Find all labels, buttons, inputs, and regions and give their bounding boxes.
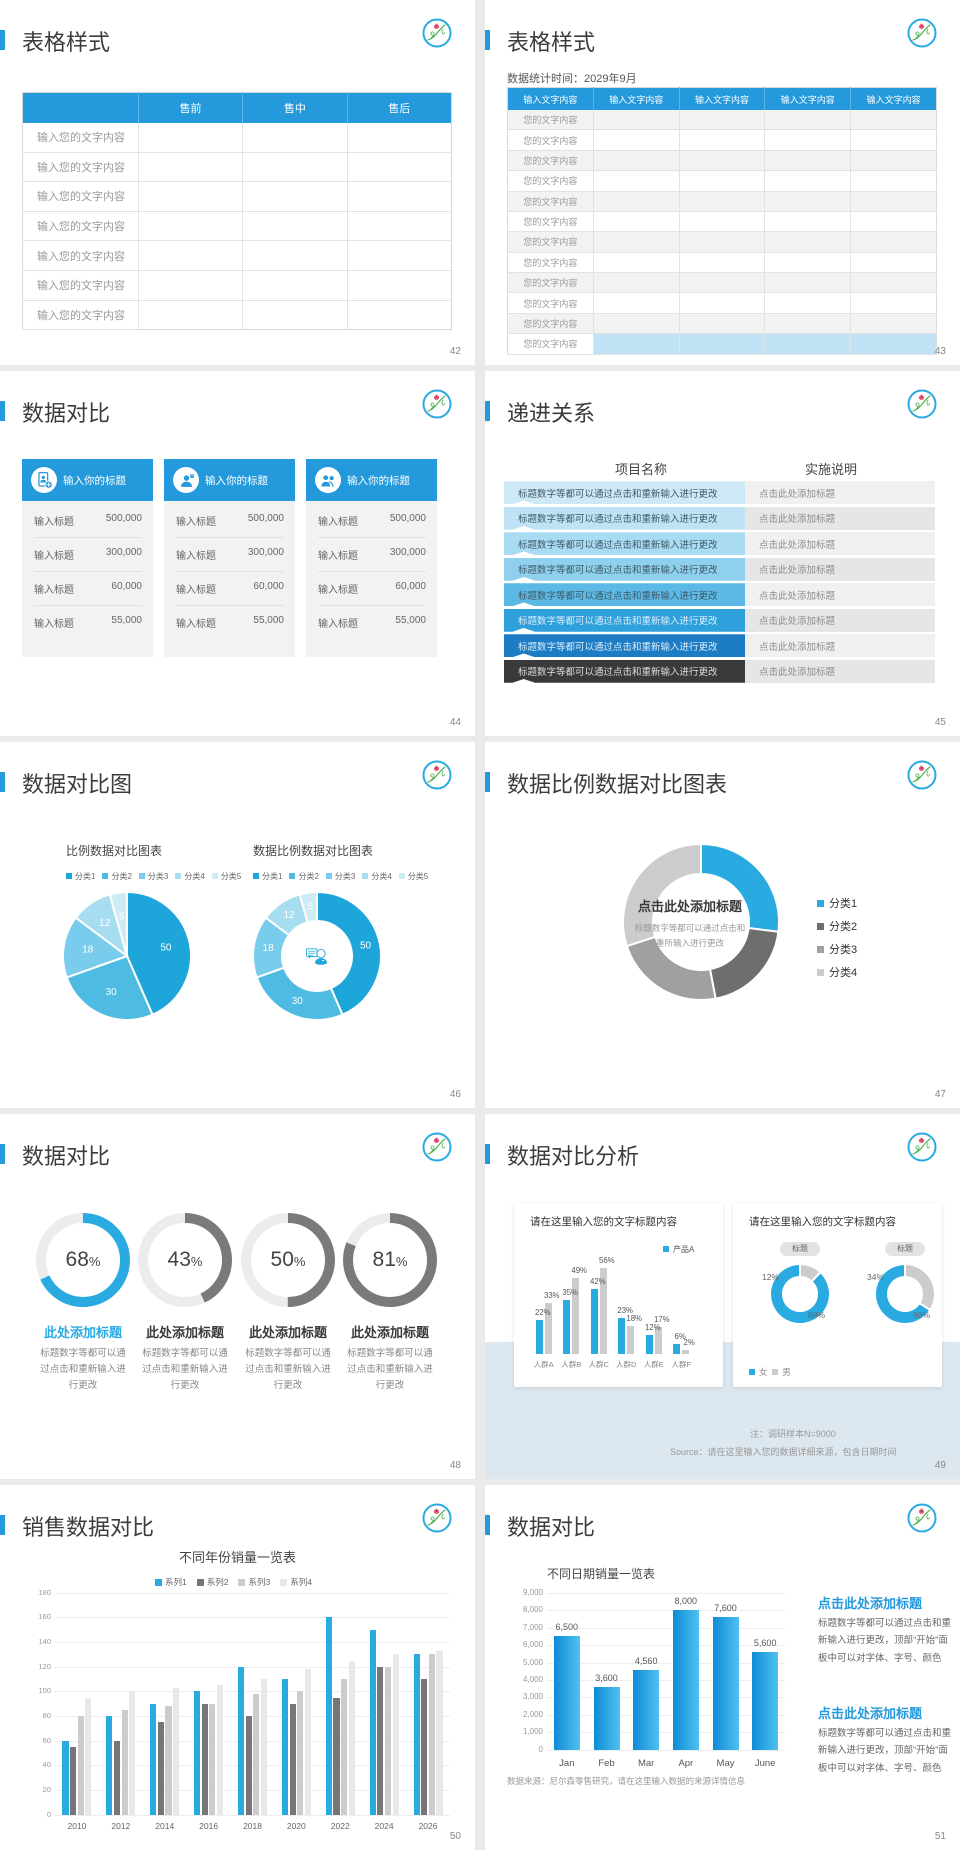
svg-text:30: 30: [106, 987, 118, 998]
svg-text:5: 5: [119, 912, 125, 923]
svg-text:18: 18: [263, 944, 275, 955]
svg-text:50: 50: [360, 941, 372, 952]
svg-text:30: 30: [292, 996, 304, 1007]
svg-text:5: 5: [308, 902, 314, 913]
svg-text:12: 12: [283, 910, 295, 921]
svg-text:12: 12: [99, 918, 111, 929]
svg-text:18: 18: [82, 945, 94, 956]
svg-text:50: 50: [160, 943, 172, 954]
